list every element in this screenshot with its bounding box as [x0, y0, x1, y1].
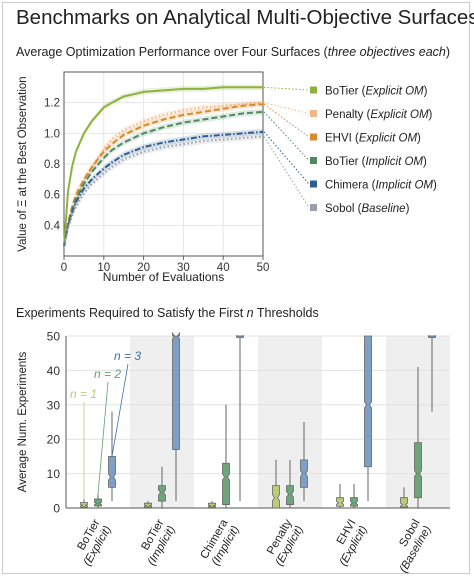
n-threshold-label: n = 3: [114, 349, 141, 363]
box-notched-box: [400, 497, 408, 508]
line-chart-y-axis-label: Value of Ξ at the Best Observation: [17, 76, 29, 251]
line-chart-series-band: [64, 99, 263, 250]
legend-connector: [263, 103, 310, 138]
line-chart-series-line: [63, 130, 264, 247]
box-notched-box: [428, 335, 436, 338]
legend-marker: [310, 180, 317, 188]
box-notched-box: [144, 502, 152, 508]
legend-marker: [310, 86, 317, 94]
box-chart-title: Experiments Required to Satisfy the Firs…: [16, 306, 319, 320]
box-chart-ytick-label: 30: [47, 398, 61, 412]
legend-connector: [263, 136, 310, 208]
line-chart-series-band: [64, 128, 263, 250]
line-chart-series-line: [63, 110, 264, 247]
box-chart-ytick-label: 0: [53, 502, 60, 516]
legend-entry-label: BoTier (Implicit OM): [325, 156, 427, 168]
box-chart-category-label: Sobol(Baseline): [386, 517, 434, 574]
box-chart-ytick-label: 50: [47, 330, 61, 344]
line-chart-xtick-label: 20: [137, 262, 150, 274]
box-notched-box: [364, 335, 372, 468]
line-chart-x-axis-label: Number of Evaluations: [103, 270, 224, 284]
n-threshold-label: n = 1: [70, 387, 97, 401]
legend-connector: [263, 111, 310, 161]
legend-marker: [310, 204, 317, 211]
legend-connector: [263, 102, 310, 114]
box-chart-category-label: Penalty(Explicit): [262, 517, 306, 568]
box-notched-box: [236, 335, 244, 338]
box-notched-box: [80, 502, 88, 508]
legend-entry-label: EHVI (Explicit OM): [325, 133, 421, 145]
box-notched-box: [158, 485, 166, 502]
line-chart-ytick-label: 0.6: [44, 190, 60, 202]
legend-entry-label: BoTier (Explicit OM): [325, 86, 428, 98]
line-chart-ytick-label: 0.8: [44, 159, 60, 171]
line-chart-plot-frame: [63, 71, 264, 257]
line-chart-xtick-label: 40: [217, 262, 230, 274]
line-chart-series-line: [63, 135, 264, 248]
line-chart-ytick-label: 0.4: [44, 220, 61, 232]
box-chart-ytick-label: 40: [47, 364, 61, 378]
legend-marker: [310, 110, 317, 117]
box-chart-category-label: EHVI(Explicit): [326, 517, 370, 568]
line-chart-xtick-label: 50: [257, 262, 270, 274]
n-label-pointer: [97, 381, 109, 495]
box-notched-box: [286, 485, 294, 505]
box-notched-box: [300, 459, 308, 488]
box-notched-box: [414, 442, 422, 499]
legend-connector: [263, 86, 310, 91]
line-chart-series-line: [63, 103, 264, 247]
line-chart-xtick-label: 10: [97, 262, 110, 274]
box-chart-y-axis-label: Average Num. Experiments: [17, 352, 29, 493]
box-chart-category-label: BoTier(Explicit): [70, 517, 114, 568]
box-chart-category-label: BoTier(Implicit): [134, 517, 177, 567]
line-chart-series-line: [63, 86, 263, 247]
line-chart-xtick-label: 30: [177, 262, 190, 274]
legend-marker: [310, 157, 317, 164]
box-chart-category-label: Chimera(Implicit): [198, 517, 242, 568]
box-notched-box: [94, 498, 102, 507]
n-threshold-label: n = 2: [94, 367, 121, 381]
box-notched-box: [108, 455, 116, 488]
line-chart-title: Average Optimization Performance over Fo…: [16, 45, 451, 59]
box-notched-box: [172, 331, 180, 450]
line-chart-xtick-label: 0: [61, 262, 67, 274]
box-notched-box: [222, 462, 230, 505]
legend-marker: [310, 133, 317, 141]
legend-connector: [263, 131, 310, 185]
legend-entry-label: Sobol (Baseline): [325, 203, 410, 215]
line-chart-series-band: [64, 133, 263, 250]
line-chart-ytick-label: 1.2: [44, 98, 60, 110]
box-chart-ytick-label: 20: [47, 433, 61, 447]
legend-entry-label: Chimera (Implicit OM): [325, 180, 437, 192]
box-chart-ytick-label: 10: [47, 467, 61, 481]
legend-entry-label: Penalty (Explicit OM): [325, 109, 433, 121]
box-notched-box: [208, 502, 216, 508]
box-notched-box: [272, 485, 280, 509]
line-chart-ytick-label: 1.0: [44, 128, 60, 140]
box-notched-box: [350, 497, 358, 507]
n-label-pointer: [111, 363, 129, 457]
figure-frame: [2, 2, 470, 574]
box-notched-box: [336, 497, 344, 507]
figure-title: Benchmarks on Analytical Multi-Objective…: [16, 6, 474, 29]
